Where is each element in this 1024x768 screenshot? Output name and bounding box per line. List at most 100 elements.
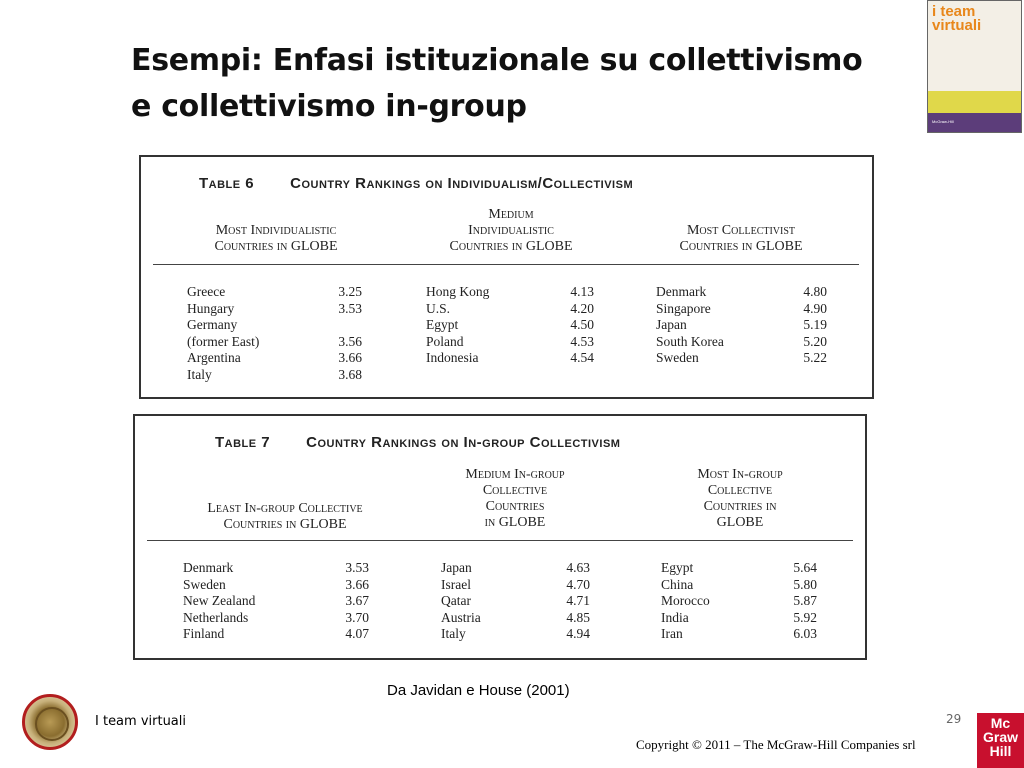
table-row: Japan 4.63 [441, 560, 590, 577]
table-6-header-most-individualistic: Most Individualistic Countries in GLOBE [181, 223, 371, 255]
header-line: Collective [707, 483, 773, 498]
table-6-header-medium-individualistic: Medium Individualistic Countries in GLOB… [411, 207, 611, 255]
country-score: 3.25 [338, 284, 362, 299]
header-line: GLOBE [716, 515, 764, 530]
book-cover-band [928, 91, 1021, 113]
country-name: Japan [656, 317, 687, 332]
country-score: 5.64 [793, 560, 817, 575]
table-row: Indonesia 4.54 [426, 350, 594, 367]
country-score: 4.50 [570, 317, 594, 332]
table-row: China 5.80 [661, 577, 817, 594]
country-name: Netherlands [183, 609, 249, 625]
table-row: Morocco 5.87 [661, 593, 817, 610]
country-score: 4.63 [566, 560, 590, 575]
header-line: Countries in [703, 499, 777, 514]
header-line: Most In-group [697, 467, 783, 482]
country-score: 3.56 [338, 333, 362, 349]
country-name: Japan [441, 560, 472, 575]
country-score: 5.87 [793, 593, 817, 608]
table-6-column-medium-individualistic: Hong Kong 4.13 U.S. 4.20 Egypt 4.50 Poland 4… [426, 284, 594, 367]
country-score: 3.53 [338, 300, 362, 316]
table-6-header-most-collectivist: Most Collectivist Countries in GLOBE [641, 223, 841, 255]
table-row: Qatar 4.71 [441, 593, 590, 610]
table-7-title-text: Country Rankings on In-group Collectivis… [306, 434, 621, 451]
book-cover-footer [928, 113, 1021, 132]
header-line: Most Individualistic [215, 223, 337, 238]
country-name: Sweden [183, 576, 226, 592]
table-7-column-most-in-group: Egypt 5.64 China 5.80 Morocco 5.87 India 5.9… [661, 560, 817, 643]
table-row: Singapore 4.90 [656, 301, 827, 318]
country-name: Greece [187, 284, 226, 299]
table-row: Greece 3.25 [187, 284, 362, 301]
table-6-title-text: Country Rankings on Individualism/Collec… [290, 175, 634, 192]
header-line: Countries in GLOBE [679, 239, 803, 254]
country-name: (former East) [187, 333, 260, 349]
mcgraw-hill-logo: Mc Graw Hill [977, 713, 1024, 768]
country-score: 4.94 [566, 626, 590, 641]
country-score: 3.53 [345, 560, 369, 575]
table-row: New Zealand 3.67 [183, 593, 369, 610]
slide-title-line-2: e collettivismo in-group [131, 89, 527, 124]
table-6-column-most-collectivist: Denmark 4.80 Singapore 4.90 Japan 5.19 Sout… [656, 284, 827, 367]
footer-course-label: I team virtuali [95, 714, 186, 729]
table-row: Germany [187, 317, 362, 334]
table-row: Netherlands 3.70 [183, 610, 369, 627]
table-6-title: Table 6 Country Rankings on Individualism… [199, 175, 633, 192]
book-cover-image: i team virtuali McGraw-Hill [927, 0, 1022, 133]
header-line: Medium [488, 207, 534, 222]
country-name: Poland [426, 333, 464, 349]
country-name: China [661, 576, 694, 592]
country-name: Singapore [656, 300, 711, 316]
country-name: Morocco [661, 593, 710, 608]
country-name: Iran [661, 626, 683, 641]
country-score: 6.03 [793, 626, 817, 641]
book-cover-title-line-2: virtuali [932, 17, 982, 34]
country-name: New Zealand [183, 593, 256, 608]
header-line: Countries [485, 499, 545, 514]
country-score: 5.20 [803, 333, 827, 349]
table-7-header-medium-in-group: Medium In-group Collective Countries in … [420, 467, 610, 531]
header-line: Countries in GLOBE [214, 239, 338, 254]
country-score: 4.85 [566, 609, 590, 625]
table-row: India 5.92 [661, 610, 817, 627]
table-row: Sweden 5.22 [656, 350, 827, 367]
table-row: Israel 4.70 [441, 577, 590, 594]
table-7-column-least-in-group: Denmark 3.53 Sweden 3.66 New Zealand 3.67 N… [183, 560, 369, 643]
table-row: Sweden 3.66 [183, 577, 369, 594]
country-score: 3.67 [345, 593, 369, 608]
source-citation: Da Javidan e House (2001) [387, 682, 570, 699]
copyright-notice: Copyright © 2011 – The McGraw-Hill Compa… [636, 737, 916, 752]
country-name: Denmark [183, 560, 234, 575]
table-7-column-medium-in-group: Japan 4.63 Israel 4.70 Qatar 4.71 Austria 4.… [441, 560, 590, 643]
country-score: 5.22 [803, 350, 827, 365]
country-score: 4.71 [566, 593, 590, 608]
logo-line: Mc [990, 715, 1011, 731]
header-line: Least In-group Collective [207, 501, 363, 516]
country-name: Austria [441, 609, 481, 625]
country-score: 5.92 [793, 609, 817, 625]
country-score: 3.70 [345, 609, 369, 625]
table-row: Finland 4.07 [183, 626, 369, 643]
country-name: Hungary [187, 300, 235, 316]
country-name: South Korea [656, 333, 724, 349]
country-name: India [661, 609, 689, 625]
table-7-header-least-in-group: Least In-group Collective Countries in G… [175, 501, 395, 533]
university-seal-logo [22, 694, 78, 750]
country-name: Hong Kong [426, 284, 490, 299]
header-line: Medium In-group [465, 467, 565, 482]
country-name: U.S. [426, 300, 451, 316]
table-row: Denmark 3.53 [183, 560, 369, 577]
logo-line: Graw [982, 729, 1018, 745]
book-cover-title: i team virtuali [932, 4, 1018, 34]
country-name: Italy [187, 366, 212, 382]
table-row: Egypt 4.50 [426, 317, 594, 334]
country-score: 4.70 [566, 576, 590, 592]
table-7-title: Table 7 Country Rankings on In-group Coll… [215, 434, 620, 451]
header-line: Countries in GLOBE [223, 517, 347, 532]
country-score [332, 317, 362, 334]
table-row: Hungary 3.53 [187, 301, 362, 318]
table-row: Denmark 4.80 [656, 284, 827, 301]
table-row: South Korea 5.20 [656, 334, 827, 351]
slide-title-line-1: Esempi: Enfasi istituzionale su colletti… [131, 43, 863, 78]
country-score: 3.66 [345, 576, 369, 592]
